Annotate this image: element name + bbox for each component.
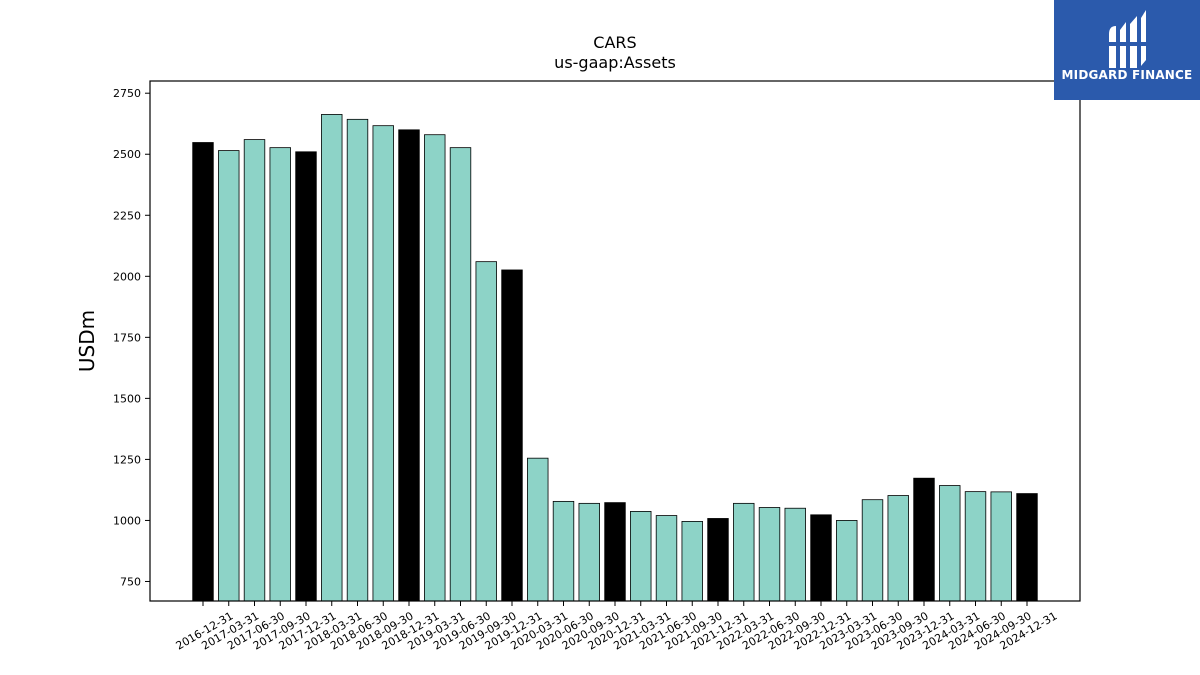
y-tick-label: 1000 — [113, 514, 141, 527]
bar-2022-06-30 — [758, 507, 781, 602]
brand-logo: MIDGARD FINANCE — [1054, 0, 1200, 100]
bar-2019-03-31 — [424, 134, 446, 602]
bar-2018-03-31 — [321, 114, 343, 602]
bar-2016-12-31 — [192, 142, 214, 602]
y-tick-label: 2250 — [113, 209, 141, 222]
bar-2021-06-30 — [655, 515, 678, 602]
chart-subtitle: us-gaap:Assets — [554, 53, 676, 72]
midgard-logo-icon — [1108, 10, 1146, 68]
bar-2020-09-30 — [578, 502, 600, 602]
bar-2022-09-30 — [784, 507, 806, 602]
bar-2024-06-30 — [964, 491, 987, 602]
plot-frame — [149, 80, 1081, 602]
x-axis-ticks: 2016-12-312017-03-312017-06-302017-09-30… — [174, 601, 1060, 653]
bar-2017-03-31 — [218, 150, 240, 602]
bar-2017-09-30 — [269, 147, 291, 602]
y-axis-label: USDm — [75, 310, 99, 372]
bar-2019-12-31 — [501, 269, 523, 602]
bar-2020-03-31 — [527, 457, 549, 602]
bar-2021-12-31 — [707, 518, 729, 602]
y-tick-label: 750 — [120, 575, 141, 588]
bar-2017-06-30 — [243, 139, 266, 602]
y-tick-label: 2000 — [113, 270, 141, 283]
bar-2019-06-30 — [449, 147, 472, 602]
bar-2023-06-30 — [861, 499, 884, 602]
bar-2024-09-30 — [990, 491, 1012, 602]
bar-2020-06-30 — [552, 500, 575, 602]
y-tick-label: 1250 — [113, 453, 141, 466]
brand-name: MIDGARD FINANCE — [1061, 68, 1193, 82]
bar-2018-09-30 — [372, 125, 394, 602]
bar-2019-09-30 — [475, 261, 497, 602]
bar-2023-12-31 — [913, 477, 935, 602]
y-tick-label: 1500 — [113, 392, 141, 405]
bar-2023-09-30 — [887, 495, 909, 602]
bar-2018-12-31 — [398, 129, 420, 602]
y-tick-label: 1750 — [113, 331, 141, 344]
chart-title: CARS — [593, 33, 636, 52]
y-tick-label: 2750 — [113, 87, 141, 100]
bar-2024-03-31 — [939, 485, 961, 602]
y-tick-label: 2500 — [113, 148, 141, 161]
bar-2022-12-31 — [810, 514, 832, 602]
bar-2020-12-31 — [604, 502, 626, 602]
bar-2022-03-31 — [733, 502, 755, 602]
bar-2021-03-31 — [630, 510, 652, 602]
bar-2018-06-30 — [346, 118, 369, 602]
bar-2024-12-31 — [1016, 493, 1038, 602]
bar-2017-12-31 — [295, 151, 317, 602]
bar-2023-03-31 — [836, 520, 858, 602]
y-axis-ticks: 750 1000 1250 1500 1750 2000 2250 2500 2750 — [113, 87, 150, 588]
bar-2021-09-30 — [681, 521, 703, 602]
bars-group — [192, 114, 1038, 602]
